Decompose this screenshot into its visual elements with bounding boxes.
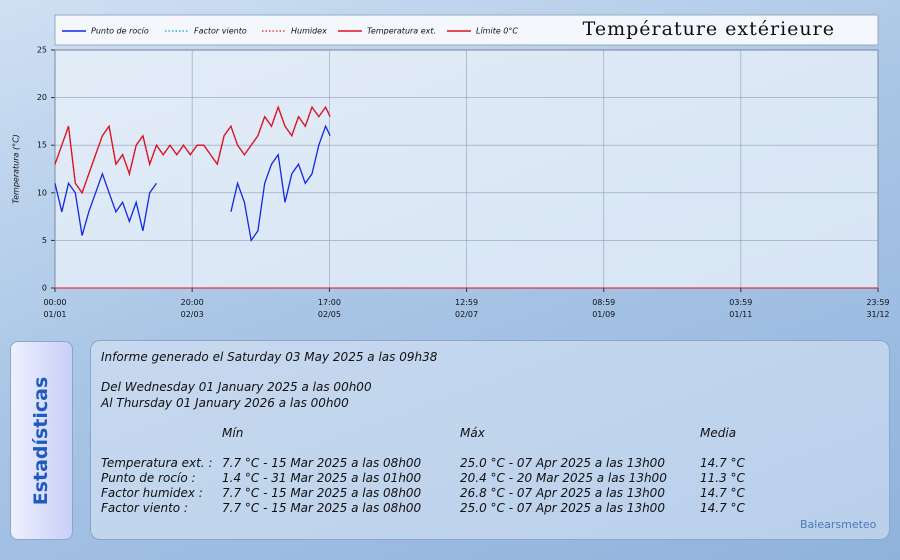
chart-title: Température extérieure: [583, 18, 835, 40]
period-to: Al Thursday 01 January 2026 a las 00h00: [101, 396, 349, 410]
y-tick-label: 15: [37, 141, 47, 150]
series-line: [54, 105, 331, 195]
stats-label: Factor viento :: [101, 501, 188, 515]
y-tick-label: 10: [37, 188, 47, 197]
tab-label: Estadísticas: [30, 376, 52, 506]
legend-label: Factor viento: [194, 27, 247, 36]
y-tick-label: 25: [37, 46, 47, 55]
stats-value: 25.0 °C - 07 Apr 2025 a las 13h00: [460, 501, 665, 515]
y-axis-label: Temperatura (°C): [12, 134, 21, 204]
legend-label: Punto de rocío: [91, 27, 149, 36]
y-tick-label: 5: [42, 236, 47, 245]
x-tick-label: 00:00 01/01: [43, 298, 67, 319]
stats-label: Temperatura ext. :: [101, 456, 213, 470]
footer: Balearsmeteo: [800, 518, 877, 531]
series-line: [54, 124, 331, 243]
stats-header: Mín: [222, 426, 244, 440]
x-tick-label: 23:59 31/12: [866, 298, 890, 319]
period-from: Del Wednesday 01 January 2025 a las 00h0…: [101, 380, 372, 394]
stats-value: 25.0 °C - 07 Apr 2025 a las 13h00: [460, 456, 665, 470]
legend-box: [54, 14, 879, 46]
x-tick-label: 08:59 01/09: [592, 298, 616, 319]
x-tick-label: 03:59 01/11: [729, 298, 753, 319]
x-tick-label: 17:00 02/05: [317, 298, 341, 319]
y-tick-label: 20: [37, 93, 47, 102]
legend-label: Temperatura ext.: [367, 27, 436, 36]
side-tab: Estadísticas: [10, 341, 73, 540]
y-tick-label: 0: [42, 284, 47, 293]
stats-value: 11.3 °C: [700, 471, 745, 485]
stats-value: 20.4 °C - 20 Mar 2025 a las 13h00: [460, 471, 667, 485]
x-tick-label: 20:00 02/03: [180, 298, 204, 319]
stats-label: Factor humidex :: [101, 486, 203, 500]
stats-value: 7.7 °C - 15 Mar 2025 a las 08h00: [222, 501, 422, 515]
stats-value: 14.7 °C: [700, 501, 745, 515]
stats-value: 7.7 °C - 15 Mar 2025 a las 08h00: [222, 456, 422, 470]
stats-header: Media: [700, 426, 737, 440]
stats-value: 26.8 °C - 07 Apr 2025 a las 13h00: [460, 486, 665, 500]
stats-value: 14.7 °C: [700, 456, 745, 470]
stats-panel: [90, 340, 890, 540]
report-date: Informe generado el Saturday 03 May 2025…: [101, 350, 438, 364]
stats-value: 1.4 °C - 31 Mar 2025 a las 01h00: [222, 471, 422, 485]
stats-value: 7.7 °C - 15 Mar 2025 a las 08h00: [222, 486, 422, 500]
stats-header: Máx: [460, 426, 485, 440]
stats-label: Punto de rocío :: [101, 471, 196, 485]
chart: Température extérieure Temperatura (°C) …: [12, 14, 879, 293]
legend-label: Límite 0°C: [476, 27, 518, 36]
x-tick-label: 12:59 02/07: [455, 298, 479, 319]
stats-value: 14.7 °C: [700, 486, 745, 500]
legend-label: Humidex: [291, 27, 327, 36]
